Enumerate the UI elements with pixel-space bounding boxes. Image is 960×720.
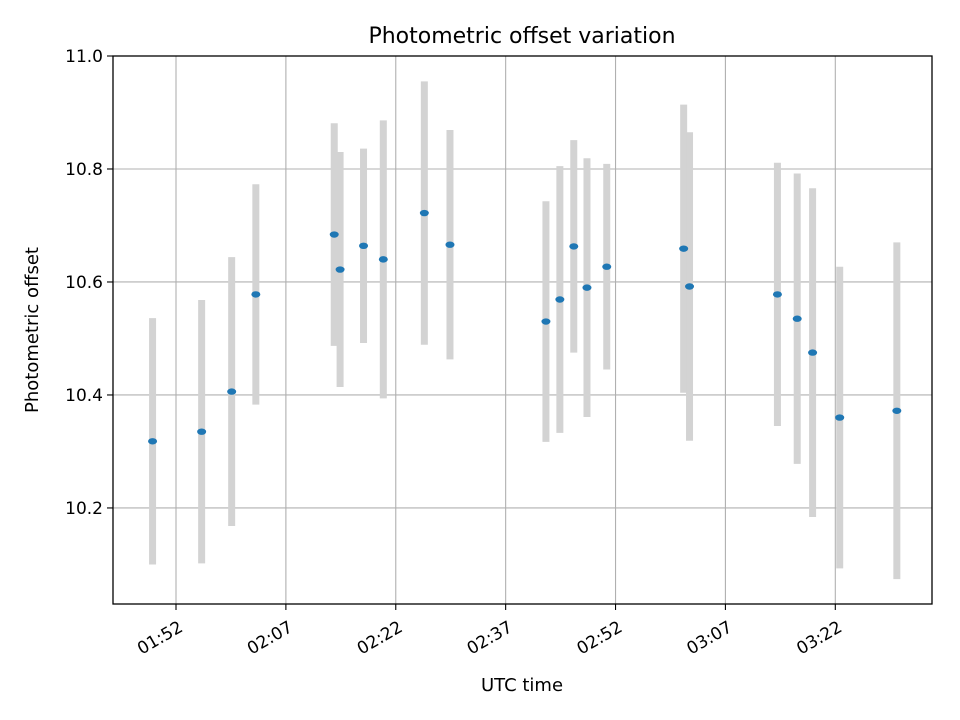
x-tick-label: 03:22: [793, 617, 845, 659]
y-tick-label: 10.4: [65, 386, 103, 406]
x-axis-ticks: 01:52 02:07 02:22 02:37 02:52 03:07 03:22: [134, 604, 846, 659]
data-point: [359, 242, 369, 250]
x-tick-label: 02:52: [574, 617, 626, 659]
data-point: [569, 243, 579, 250]
data-point: [227, 388, 237, 395]
data-point: [197, 428, 207, 435]
data-point: [445, 241, 455, 248]
x-axis-label: UTC time: [481, 675, 563, 696]
data-point: [378, 256, 388, 263]
data-point: [335, 266, 345, 273]
x-tick-label: 03:07: [683, 617, 735, 659]
chart-title: Photometric offset variation: [368, 24, 675, 49]
data-point: [251, 291, 261, 298]
y-tick-label: 10.2: [65, 499, 103, 519]
data-point: [419, 209, 429, 217]
data-point: [685, 283, 695, 290]
data-point: [582, 284, 592, 291]
data-point: [679, 245, 689, 252]
data-point: [555, 296, 565, 303]
error-bars: [149, 81, 901, 580]
data-points: [148, 209, 902, 445]
x-tick-label: 02:37: [464, 617, 516, 659]
y-tick-label: 11.0: [65, 47, 103, 67]
x-tick-label: 01:52: [134, 617, 186, 659]
data-point: [602, 263, 612, 270]
data-point: [772, 291, 782, 298]
data-point: [835, 414, 845, 421]
data-point: [792, 315, 802, 322]
data-point: [808, 349, 818, 356]
data-point: [148, 438, 158, 445]
data-point: [892, 407, 902, 414]
data-point: [541, 318, 551, 325]
x-tick-label: 02:22: [354, 617, 406, 659]
plot-frame: [112, 55, 933, 605]
y-axis-label: Photometric offset: [22, 247, 43, 413]
data-point: [329, 231, 339, 238]
y-axis-ticks: 10.2 10.4 10.6 10.8 11.0: [65, 47, 113, 519]
y-tick-label: 10.6: [65, 273, 103, 293]
y-tick-label: 10.8: [65, 160, 103, 180]
x-tick-label: 02:07: [244, 617, 296, 659]
